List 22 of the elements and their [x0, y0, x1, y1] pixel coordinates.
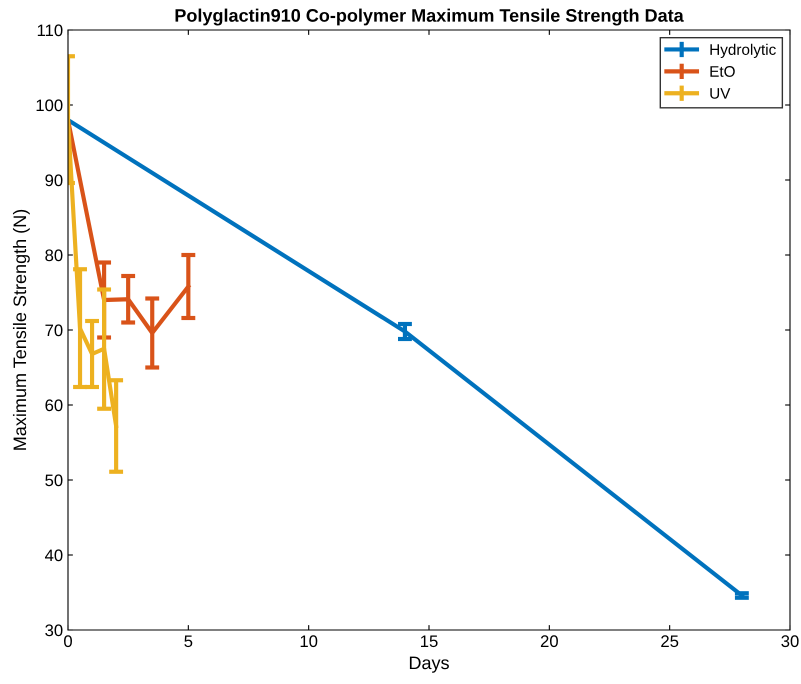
x-tick-label: 25: [661, 635, 678, 648]
x-tick-label: 20: [540, 635, 558, 648]
chart-title: Polyglactin910 Co-polymer Maximum Tensile Strength Data: [176, 8, 684, 26]
x-tick-label: 5: [184, 635, 192, 648]
x-axis-title: Days: [410, 656, 449, 673]
y-tick-label: 90: [45, 174, 62, 186]
legend-label: EtO: [710, 66, 735, 77]
y-tick-label: 60: [45, 399, 62, 412]
y-axis-title: Maximum Tensile Strength (N): [12, 210, 30, 450]
y-tick-label: 110: [38, 24, 62, 36]
x-tick-label: 15: [421, 635, 438, 648]
y-tick-label: 30: [45, 624, 62, 636]
legend-label: UV: [710, 88, 730, 99]
legend-label: Hydrolytic: [710, 44, 776, 58]
y-tick-label: 50: [45, 474, 62, 486]
y-tick-label: 40: [44, 549, 62, 562]
y-tick-label: 80: [45, 249, 62, 262]
x-tick-label: 30: [781, 635, 799, 648]
x-tick-label: 10: [300, 635, 318, 648]
x-tick-label: 0: [64, 635, 72, 648]
y-tick-label: 70: [45, 324, 62, 336]
y-tick-label: 100: [36, 99, 62, 112]
